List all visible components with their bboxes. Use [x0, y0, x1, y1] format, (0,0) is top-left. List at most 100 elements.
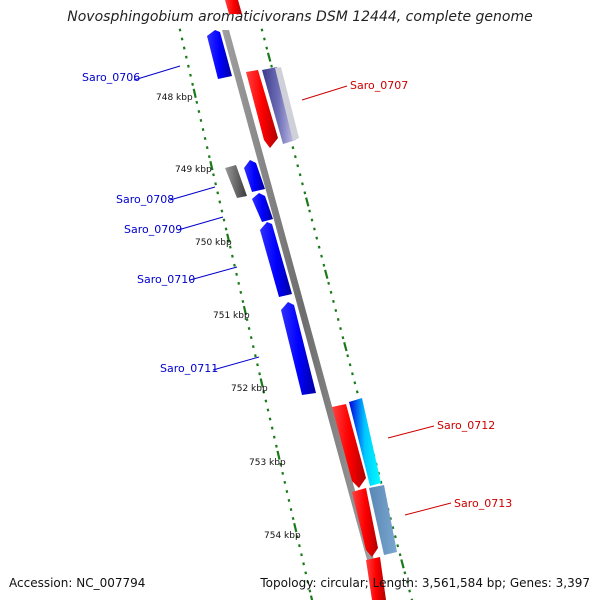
gene-block-saro-0707-extra2 — [275, 67, 299, 141]
scale-tick-minor — [291, 517, 295, 521]
scale-tick-minor — [241, 299, 245, 303]
scale-tick-minor — [263, 37, 266, 41]
scale-tick-minor — [251, 345, 255, 349]
scale-tick-minor — [178, 28, 182, 32]
scale-tick-major — [276, 450, 281, 460]
accession-text: Accession: NC_007794 — [9, 576, 146, 590]
scale-tick-major — [324, 269, 329, 279]
scale-tick-minor — [272, 435, 276, 439]
scale-tick-minor — [391, 526, 395, 530]
scale-tick-major — [209, 161, 214, 171]
scale-tick-minor — [285, 489, 289, 493]
gene-label-saro-0713[interactable]: Saro_0713 — [454, 497, 512, 510]
scale-tick-minor — [233, 263, 236, 267]
scale-tick-minor — [256, 363, 259, 367]
scale-tick-minor — [332, 299, 335, 303]
scale-tick-minor — [258, 372, 261, 376]
scale-tick-minor — [201, 128, 205, 132]
scale-tick-minor — [289, 508, 293, 512]
gene-label-saro-0707[interactable]: Saro_0707 — [350, 79, 408, 92]
scale-tick-minor — [403, 571, 407, 575]
scale-tick-minor — [264, 399, 268, 403]
gene-block-saro-0706 — [207, 30, 232, 79]
gene-label-saro-0709[interactable]: Saro_0709 — [124, 223, 182, 236]
gene-block-saro-0712 — [332, 404, 366, 488]
gene-block-saro-0711 — [281, 302, 316, 395]
scale-tick-minor — [275, 444, 278, 448]
scale-tick-minor — [346, 354, 350, 358]
scale-tick-minor — [222, 218, 226, 222]
scale-tick-minor — [283, 480, 287, 484]
gene-block-saro-0708-gray — [225, 165, 247, 198]
gene-labels: Saro_0706 Saro_0707 Saro_0708 Saro_0709 … — [82, 65, 512, 516]
scale-tick-minor — [184, 55, 188, 59]
topology-text: Topology: circular; Length: 3,561,584 bp… — [260, 576, 590, 590]
scale-tick-major — [343, 342, 348, 352]
scale-tick-minor — [410, 598, 414, 600]
scale-tick-minor — [396, 544, 400, 548]
scale-tick-major — [266, 52, 272, 62]
scale-tick-minor — [308, 209, 311, 213]
scale-tick-minor — [191, 82, 194, 86]
scale-tick-minor — [189, 73, 192, 77]
scale-tick-minor — [214, 182, 217, 186]
scale-tick-minor — [182, 46, 186, 50]
scale-tick-minor — [218, 200, 222, 204]
gene-label-saro-0712[interactable]: Saro_0712 — [437, 419, 495, 432]
scale-tick-major — [309, 595, 314, 600]
scale-tick-minor — [224, 227, 228, 231]
scale-tick-minor — [254, 354, 257, 358]
leader-line-saro-0710 — [189, 266, 238, 281]
scale-tick-minor — [300, 553, 303, 557]
scale-label: 753 kbp — [249, 458, 286, 468]
scale-tick-minor — [313, 227, 316, 231]
scale-tick-minor — [296, 164, 300, 168]
scale-tick-minor — [265, 46, 269, 50]
scale-ticks-left — [178, 28, 314, 600]
scale-tick-minor — [237, 281, 241, 285]
scale-tick-major — [192, 88, 197, 98]
scale-tick-minor — [348, 363, 352, 367]
gene-label-saro-0706[interactable]: Saro_0706 — [82, 71, 140, 84]
map-title: Novosphingobium aromaticivorans DSM 1244… — [67, 9, 533, 25]
gene-label-saro-0710[interactable]: Saro_0710 — [137, 273, 195, 286]
scale-tick-minor — [306, 580, 310, 584]
scale-tick-minor — [199, 118, 203, 122]
scale-tick-minor — [336, 318, 340, 322]
scale-label: 749 kbp — [175, 165, 212, 175]
scale-tick-minor — [187, 64, 190, 68]
scale-tick-major — [305, 197, 310, 207]
gene-block-top-partial — [225, 0, 242, 14]
scale-tick-minor — [408, 589, 411, 593]
scale-tick-minor — [231, 254, 234, 258]
scale-tick-minor — [268, 417, 272, 421]
scale-tick-major — [293, 522, 298, 533]
leader-line-saro-0713 — [404, 502, 452, 516]
scale-labels: 748 kbp 749 kbp 750 kbp 751 kbp 752 kbp … — [156, 93, 301, 541]
scale-tick-minor — [287, 498, 291, 502]
scale-tick-minor — [304, 571, 308, 575]
gene-label-saro-0708[interactable]: Saro_0708 — [116, 193, 174, 206]
leader-line-saro-0711 — [212, 356, 260, 371]
gene-block-saro-0708 — [244, 160, 265, 192]
scale-tick-minor — [303, 191, 307, 195]
gene-label-saro-0711[interactable]: Saro_0711 — [160, 362, 218, 375]
scale-tick-minor — [317, 245, 321, 249]
scale-tick-minor — [329, 290, 333, 294]
scale-tick-minor — [405, 580, 409, 584]
genome-backbone — [222, 30, 385, 600]
gene-block-saro-0710 — [260, 222, 292, 297]
gene-block-saro-0713-extra — [369, 485, 397, 555]
scale-tick-minor — [327, 281, 331, 285]
scale-tick-minor — [270, 426, 274, 430]
scale-label: 752 kbp — [231, 384, 268, 394]
scale-label: 751 kbp — [213, 311, 250, 321]
scale-tick-minor — [266, 408, 270, 412]
gene-block-saro-0707-extra — [262, 67, 296, 144]
scale-tick-minor — [355, 390, 359, 394]
scale-tick-minor — [291, 146, 295, 150]
scale-tick-minor — [320, 254, 323, 258]
scale-tick-minor — [353, 381, 357, 385]
scale-tick-minor — [341, 336, 345, 340]
